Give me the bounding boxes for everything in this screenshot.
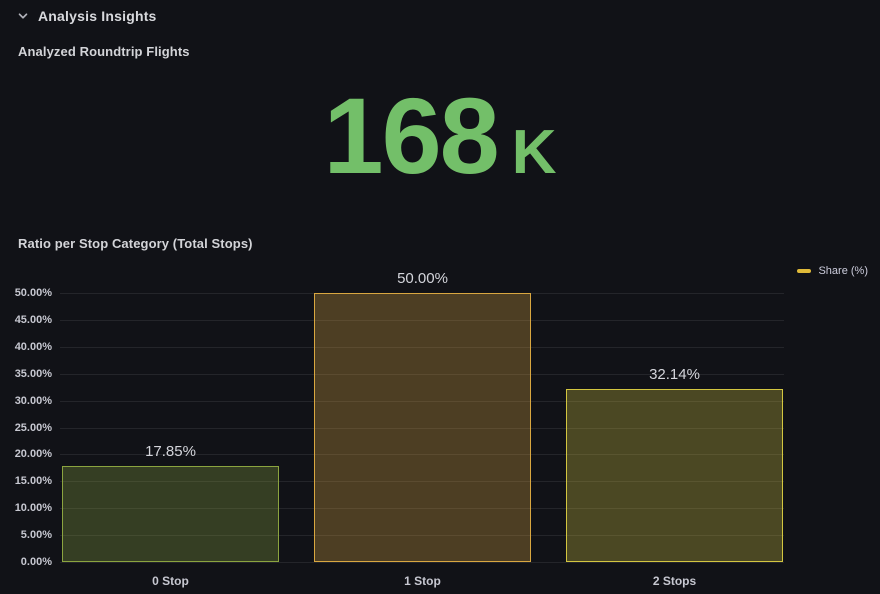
gridline: [60, 346, 784, 348]
x-axis-label: 0 Stop: [152, 574, 189, 588]
bar-value-label: 50.00%: [397, 270, 448, 287]
bar-1-stop[interactable]: [314, 293, 531, 562]
bar-chart-plot: 17.85% 0 Stop 50.00% 1 Stop 32.14% 2 Stops: [60, 270, 784, 588]
stat-number: 168: [323, 75, 500, 196]
bar-value-label: 32.14%: [649, 366, 700, 384]
stat-value: 168 K: [0, 82, 880, 190]
y-tick-label: 30.00%: [14, 394, 52, 407]
legend-swatch-icon: [797, 269, 812, 273]
bar-value-label: 17.85%: [145, 442, 196, 460]
row-header[interactable]: Analysis Insights: [17, 6, 157, 26]
gridline: [60, 535, 784, 537]
y-tick-label: 45.00%: [14, 313, 52, 326]
y-tick-label: 20.00%: [14, 448, 52, 461]
gridline: [60, 562, 784, 563]
legend: Share (%): [797, 265, 868, 277]
gridline: [60, 319, 784, 321]
gridline: [60, 427, 784, 429]
gridline: [60, 481, 784, 483]
y-tick-label: 50.00%: [14, 287, 52, 299]
y-tick-label: 10.00%: [14, 502, 52, 515]
legend-item-share[interactable]: Share (%): [797, 265, 868, 277]
chevron-down-icon[interactable]: [17, 10, 29, 22]
bar-2-stops[interactable]: [566, 389, 783, 562]
y-tick-label: 0.00%: [20, 556, 52, 568]
bar-0-stop[interactable]: [62, 465, 279, 562]
x-axis-label: 1 Stop: [404, 574, 441, 588]
y-tick-label: 35.00%: [14, 367, 52, 380]
y-axis: 0.00% 5.00% 10.00% 15.00% 20.00% 25.00% 30.00%…: [0, 287, 52, 568]
legend-label: Share (%): [818, 265, 868, 277]
gridline: [60, 400, 784, 402]
gridline: [60, 508, 784, 510]
row-title: Analysis Insights: [38, 8, 157, 24]
y-tick-label: 25.00%: [14, 421, 52, 434]
x-axis-label: 2 Stops: [652, 574, 697, 588]
chart-panel-title[interactable]: Ratio per Stop Category (Total Stops): [18, 236, 253, 251]
y-tick-label: 5.00%: [20, 529, 52, 542]
gridline: [60, 373, 784, 375]
stat-panel-title[interactable]: Analyzed Roundtrip Flights: [18, 44, 190, 59]
y-tick-label: 15.00%: [14, 475, 52, 488]
gridline: [60, 454, 784, 456]
y-tick-label: 40.00%: [14, 340, 52, 353]
stat-suffix: K: [511, 118, 557, 187]
